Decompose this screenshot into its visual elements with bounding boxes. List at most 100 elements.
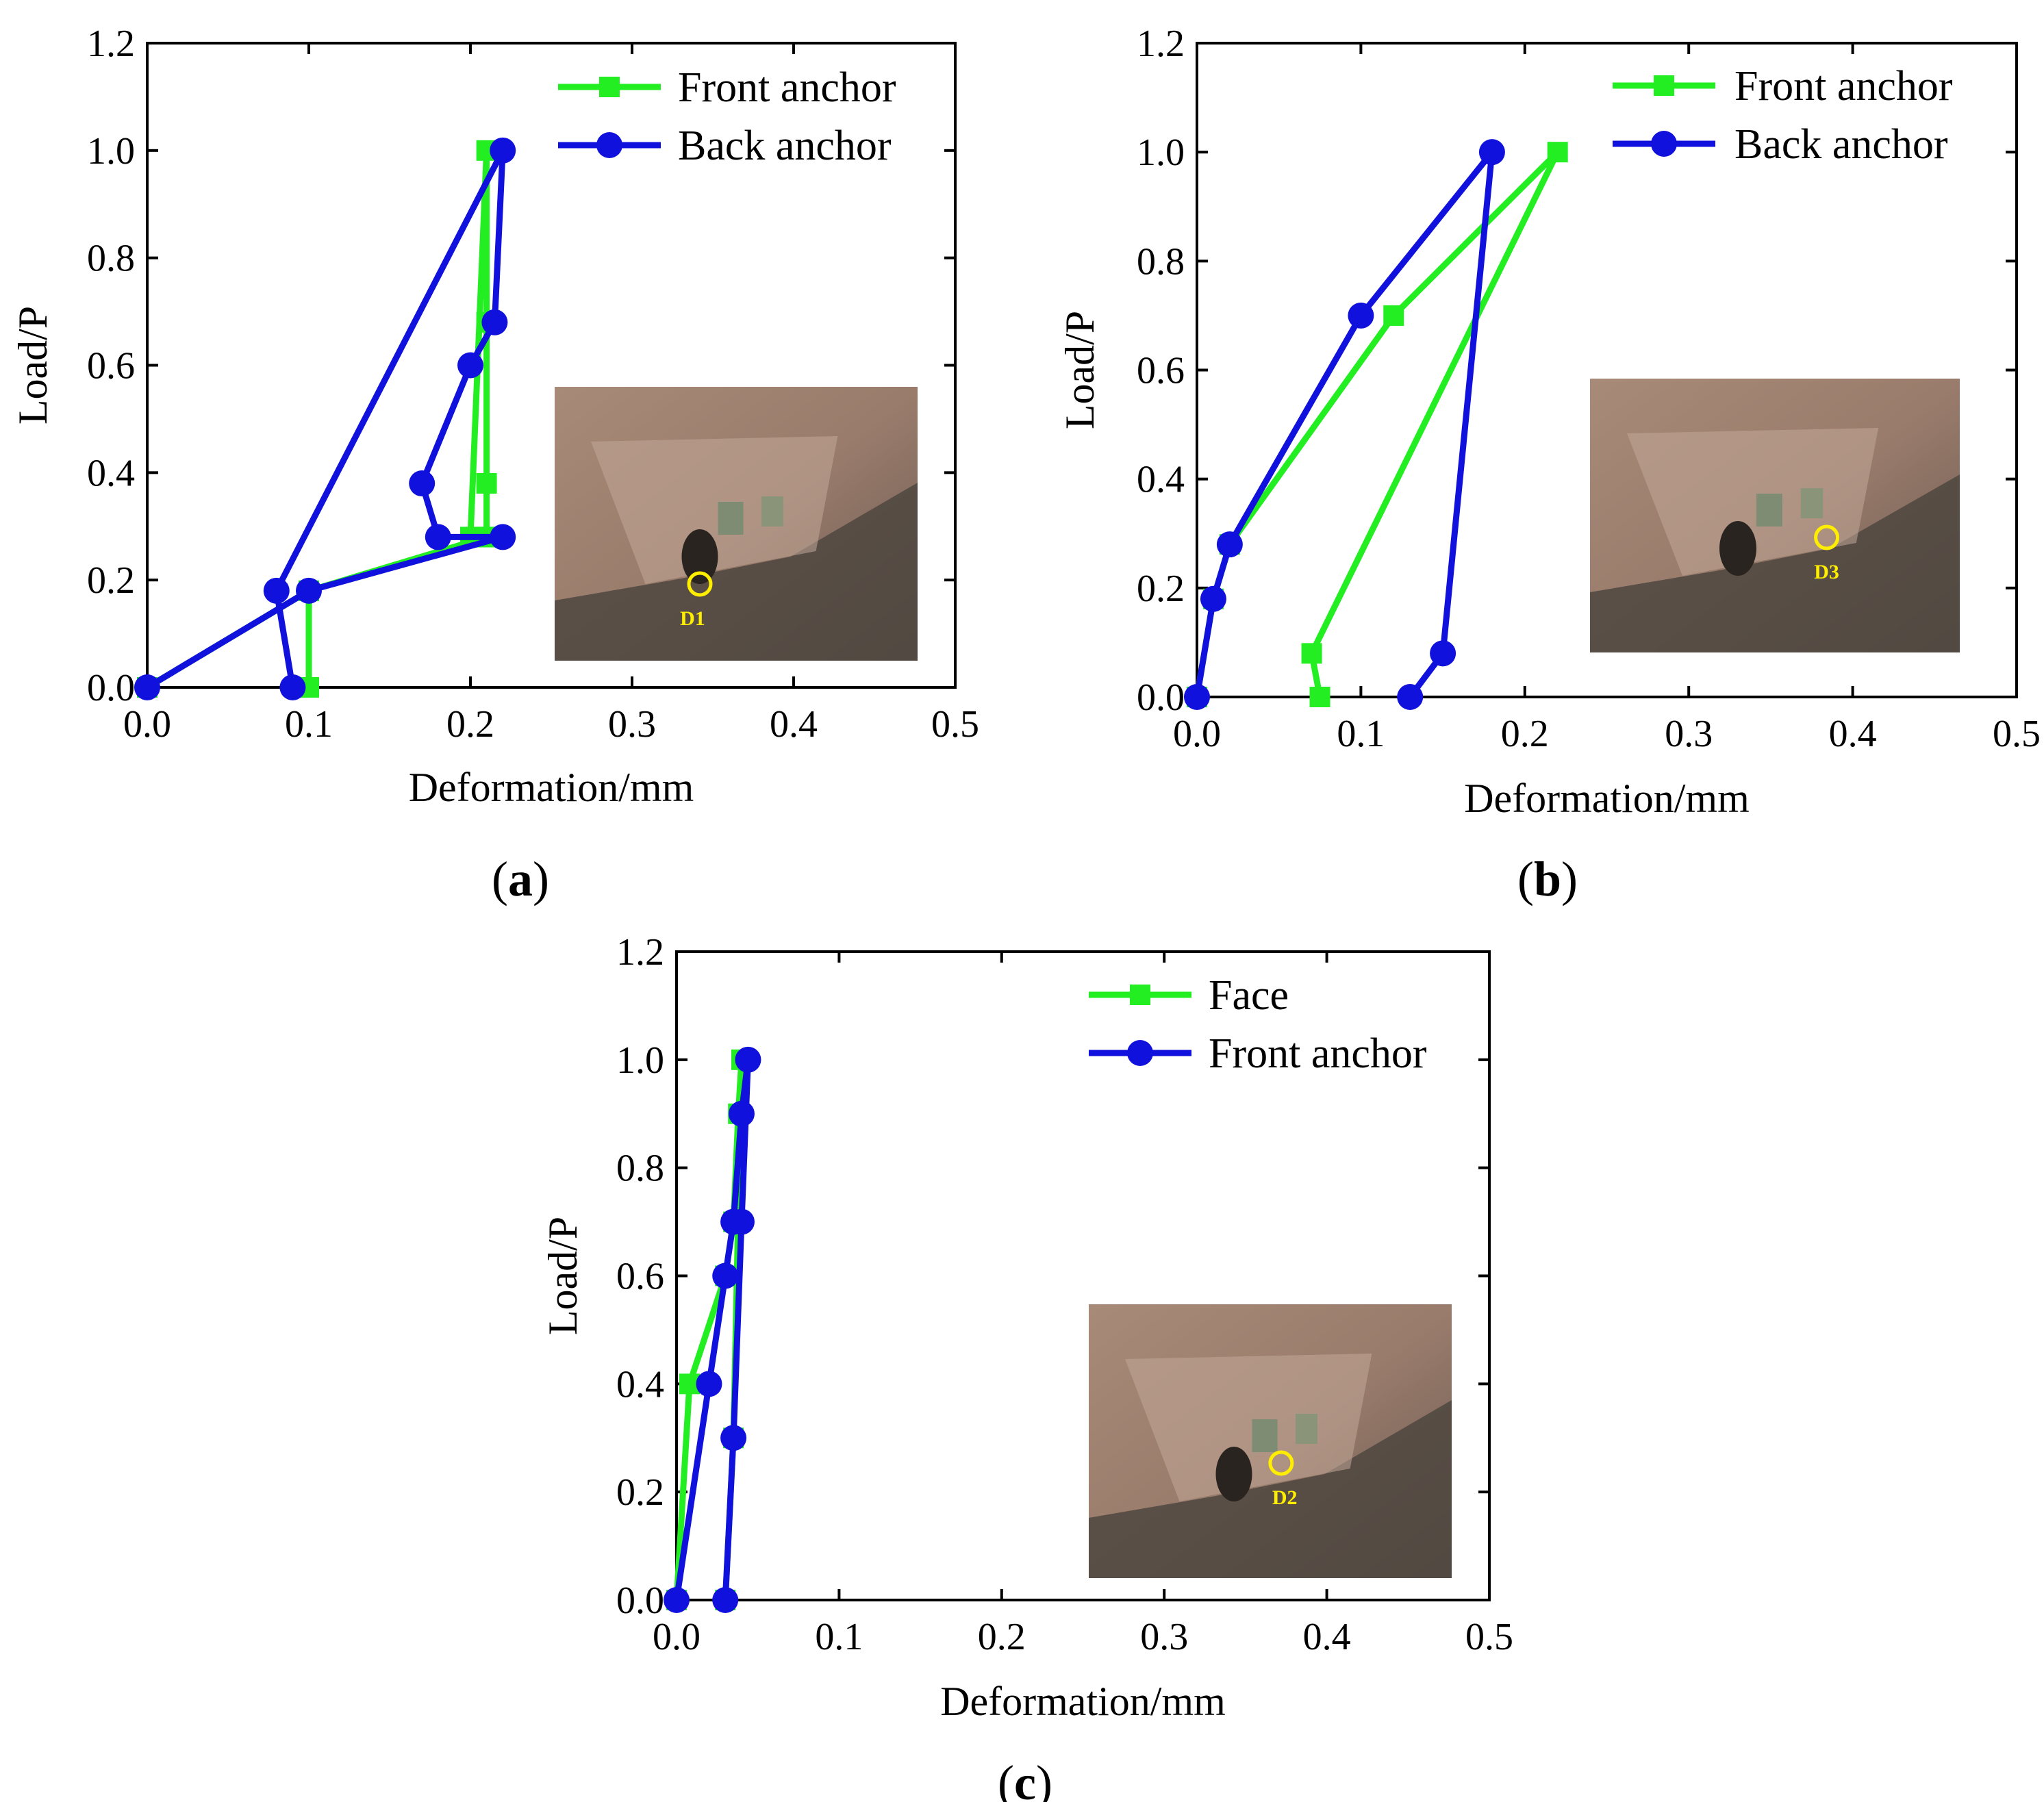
inset-measurement-circle	[687, 571, 713, 597]
x-tick-label: 0.2	[446, 703, 494, 746]
legend-marker	[596, 132, 622, 158]
data-point	[728, 1100, 755, 1127]
series-line	[1194, 142, 1496, 699]
inset-slope-shadow	[1089, 1400, 1452, 1578]
panel-label-close: )	[1561, 852, 1578, 906]
legend-label: Front anchor	[678, 64, 896, 111]
y-tick-label: 0.2	[616, 1471, 664, 1514]
data-point	[1184, 684, 1210, 710]
y-tick-label: 1.2	[616, 931, 664, 974]
y-tick-label: 0.4	[616, 1363, 664, 1406]
panel-label-open: (	[998, 1755, 1014, 1802]
inset-tunnel-opening	[681, 529, 718, 584]
x-axis-title: Deformation/mm	[940, 1679, 1226, 1724]
data-point	[735, 1046, 761, 1073]
panel-label-open: (	[1517, 852, 1534, 906]
legend: Front anchor Back anchor	[558, 64, 896, 169]
legend-marker	[1127, 1040, 1153, 1066]
series-1	[134, 137, 516, 700]
data-point	[134, 674, 160, 700]
y-tick-label: 0.6	[616, 1256, 664, 1298]
data-point	[712, 1587, 739, 1613]
data-point	[1309, 687, 1330, 707]
panel-label: (b)	[1517, 852, 1578, 906]
x-tick-label: 0.2	[1501, 713, 1549, 755]
y-tick-label: 1.0	[87, 130, 135, 173]
data-point	[1383, 305, 1404, 326]
data-point	[425, 524, 451, 550]
panel-label-letter: b	[1534, 852, 1561, 906]
y-axis-title: Load/P	[540, 1217, 585, 1335]
inset-measurement-label: D1	[680, 607, 705, 630]
inset-equipment-1	[718, 502, 744, 535]
y-tick-label: 0.6	[87, 345, 135, 388]
y-tick-label: 0.4	[87, 452, 135, 494]
legend: Face Front anchor	[1089, 972, 1427, 1077]
inset-slope-shadow	[1590, 474, 1960, 652]
x-tick-label: 0.3	[1665, 713, 1713, 755]
x-axis-title: Deformation/mm	[1464, 776, 1750, 821]
x-tick-label: 0.3	[1140, 1616, 1188, 1658]
x-tick-label: 0.5	[1993, 713, 2041, 755]
legend-marker	[1130, 985, 1150, 1005]
x-tick-label: 0.3	[608, 703, 656, 746]
legend-label: Back anchor	[1734, 121, 1948, 168]
series-1	[664, 1046, 761, 1613]
inset-photo: D3	[1590, 379, 1960, 652]
inset-equipment-1	[1756, 494, 1782, 526]
data-point	[1547, 142, 1568, 163]
inset-tunnel-opening	[1719, 521, 1756, 576]
x-tick-label: 0.4	[1829, 713, 1877, 755]
panel-label-open: (	[492, 852, 508, 906]
y-tick-label: 1.0	[616, 1039, 664, 1082]
data-point	[263, 577, 290, 604]
series-line	[145, 149, 506, 690]
data-point	[1430, 640, 1456, 667]
data-point	[476, 473, 497, 494]
inset-equipment-2	[1296, 1414, 1317, 1444]
panel-b: D3 0.0 0.1 0.2 0.3 0.4 0.5 0.0 0.2 0.4 0.6 0.8 1.0 1.…	[1057, 23, 2041, 906]
x-tick-label: 0.1	[815, 1616, 863, 1658]
legend-label: Back anchor	[678, 123, 892, 169]
panel-label: (c)	[998, 1755, 1052, 1802]
inset-equipment-2	[1800, 488, 1824, 518]
panel-label-close: )	[1036, 1755, 1052, 1802]
legend-marker	[599, 77, 620, 97]
y-tick-label: 0.4	[1137, 459, 1185, 501]
series-0	[1187, 142, 1568, 707]
inset-excavation-face	[1125, 1354, 1372, 1501]
panel-c: D2 0.0 0.1 0.2 0.3 0.4 0.5 0.0 0.2 0.4 0.6 0.8 1.0 1.…	[540, 931, 1513, 1802]
data-point	[296, 577, 322, 604]
series-0	[137, 140, 497, 698]
data-point	[712, 1262, 739, 1289]
y-tick-label: 1.2	[1137, 23, 1185, 65]
x-axis-title: Deformation/mm	[409, 765, 694, 810]
x-tick-label: 0.0	[1173, 713, 1221, 755]
inset-photo: D2	[1089, 1304, 1452, 1578]
inset-equipment-1	[1252, 1419, 1278, 1452]
y-tick-label: 0.0	[87, 667, 135, 709]
data-point	[1200, 585, 1226, 612]
y-axis-title: Load/P	[10, 306, 55, 424]
x-tick-label: 0.5	[1465, 1616, 1513, 1658]
data-point	[1216, 531, 1243, 558]
y-tick-label: 0.2	[87, 559, 135, 602]
y-tick-label: 0.8	[1137, 240, 1185, 283]
data-point	[1348, 302, 1374, 329]
legend-label: Face	[1209, 972, 1289, 1019]
inset-measurement-circle	[1268, 1450, 1294, 1476]
legend-label: Front anchor	[1734, 63, 1953, 110]
inset-excavation-face	[591, 436, 838, 584]
inset-measurement-circle	[1814, 524, 1840, 550]
x-tick-label: 0.5	[931, 703, 979, 746]
panel-a: D1 0.0 0.1 0.2 0.3 0.4 0.5 0.0 0.2 0.4 0.6 0.8 1.0 1.…	[10, 23, 979, 906]
data-point	[728, 1208, 755, 1235]
y-axis-title: Load/P	[1057, 311, 1102, 429]
inset-equipment-2	[761, 496, 783, 526]
x-tick-label: 0.1	[285, 703, 333, 746]
x-tick-label: 0.4	[1303, 1616, 1351, 1658]
data-point	[1478, 139, 1505, 166]
data-point	[664, 1587, 690, 1613]
series-line	[145, 150, 490, 690]
